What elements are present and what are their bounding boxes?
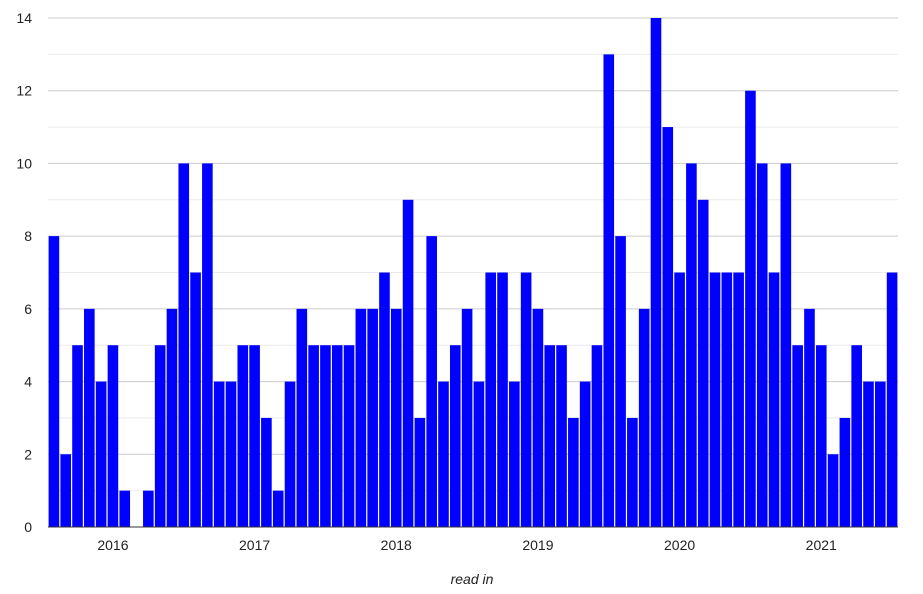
bar [249, 345, 260, 527]
bar [225, 381, 237, 527]
bar [591, 345, 603, 527]
bar [284, 381, 296, 527]
bar [638, 308, 650, 527]
x-tick-label: 2016 [97, 537, 128, 553]
bar [520, 272, 532, 527]
bar [792, 345, 803, 527]
bar [178, 163, 190, 527]
x-tick-label: 2020 [664, 537, 695, 553]
x-axis-title: read in [451, 571, 494, 587]
bar [768, 272, 780, 527]
y-tick-label: 4 [24, 374, 32, 390]
bar [497, 272, 508, 527]
bar [615, 236, 626, 527]
x-tick-label: 2019 [522, 537, 553, 553]
bar [320, 345, 331, 527]
bar [627, 417, 638, 527]
bar [166, 308, 178, 527]
bar [556, 345, 567, 527]
y-tick-label: 6 [24, 301, 32, 317]
bar [143, 490, 154, 527]
bar [697, 199, 709, 528]
bar [568, 417, 579, 527]
y-tick-label: 10 [16, 155, 32, 171]
bar [438, 381, 449, 527]
bar [402, 199, 414, 528]
bar [461, 308, 473, 527]
y-tick-label: 12 [16, 83, 32, 99]
bar [886, 272, 898, 527]
bar [190, 272, 201, 527]
y-tick-label: 14 [16, 10, 32, 26]
bar [532, 308, 544, 527]
bar [839, 417, 851, 527]
bar [745, 90, 756, 527]
bar [827, 454, 839, 527]
bar [650, 18, 662, 527]
bar [84, 308, 95, 527]
bar [721, 272, 733, 527]
bars [48, 18, 898, 528]
x-tick-label: 2017 [239, 537, 270, 553]
bar [874, 381, 886, 527]
bar [355, 308, 367, 527]
bar [863, 381, 874, 527]
bar [237, 345, 249, 527]
bar [603, 54, 615, 527]
bar [154, 345, 166, 527]
bar [379, 272, 390, 527]
bar [72, 345, 83, 527]
bar [107, 345, 119, 527]
bar [485, 272, 497, 527]
bar [272, 490, 284, 527]
bar [426, 236, 437, 527]
bar [202, 163, 213, 527]
bar [509, 381, 520, 527]
bar [331, 345, 343, 527]
x-tick-label: 2021 [806, 537, 837, 553]
bar [119, 490, 131, 527]
bar [308, 345, 319, 527]
bar [414, 417, 426, 527]
bar [733, 272, 744, 527]
bar [686, 163, 697, 527]
bar [95, 381, 107, 527]
y-tick-label: 2 [24, 446, 32, 462]
bar [60, 454, 72, 527]
x-axis: 2016 2017 2018 2019 2020 2021 [97, 537, 837, 553]
bar [390, 308, 402, 527]
bar [780, 163, 792, 527]
bar [473, 381, 485, 527]
bar [709, 272, 721, 527]
gridlines [48, 17, 898, 528]
bar [449, 345, 461, 527]
bar [48, 236, 60, 527]
bar [756, 163, 768, 527]
x-tick-label: 2018 [381, 537, 412, 553]
y-tick-label: 8 [24, 228, 32, 244]
bar [674, 272, 685, 527]
bar [815, 345, 827, 527]
bar [261, 417, 272, 527]
bar [579, 381, 591, 527]
bar [851, 345, 862, 527]
bar [544, 345, 556, 527]
y-tick-label: 0 [24, 519, 32, 535]
bar [213, 381, 225, 527]
bar [662, 127, 674, 528]
bar [343, 345, 355, 527]
bar [296, 308, 308, 527]
bar [804, 308, 815, 527]
bar [367, 308, 378, 527]
y-axis: 0 2 4 6 8 10 12 14 [16, 10, 32, 535]
